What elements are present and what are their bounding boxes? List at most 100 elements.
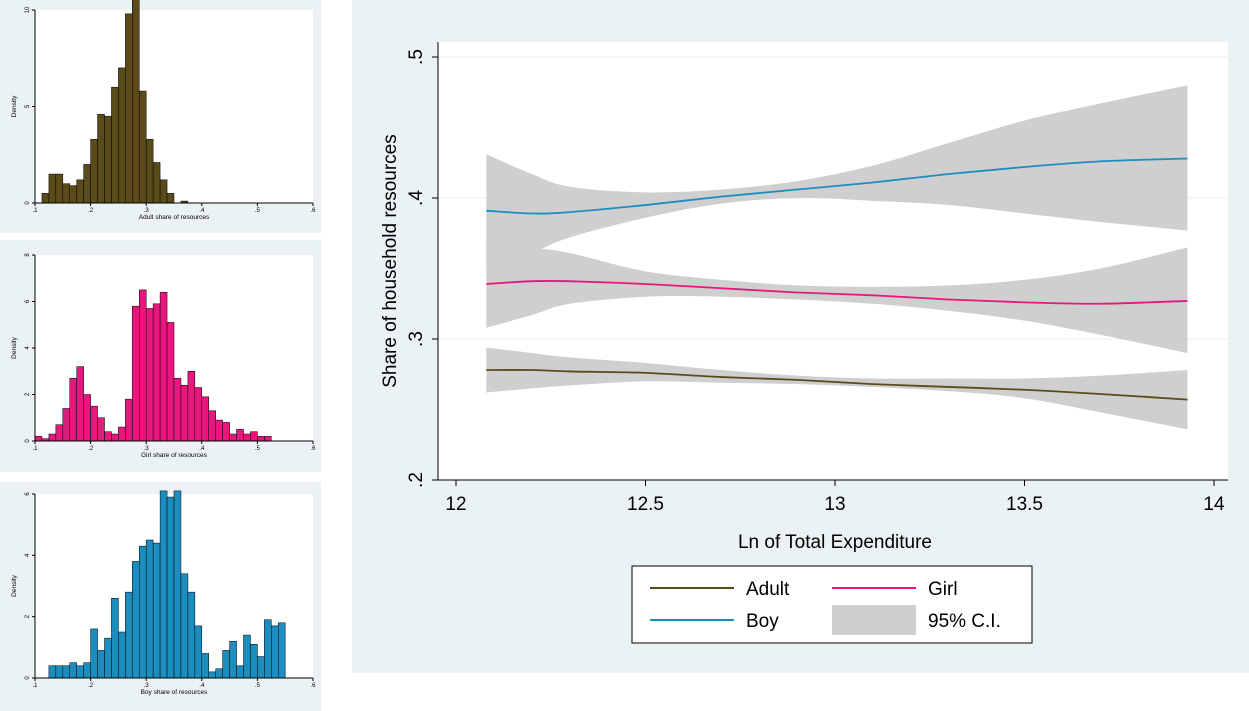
adult-x-tick-label: .3 (144, 208, 150, 214)
adult-bar (125, 13, 133, 204)
boy-bar (145, 539, 154, 679)
boy-bar (271, 625, 279, 679)
boy-bar (201, 653, 210, 679)
boy-bar (173, 490, 182, 679)
girl-bar (69, 377, 77, 442)
girl-y-tick-label: 4 (25, 346, 31, 350)
boy-y-tick-label: 4 (25, 553, 31, 557)
boy-histogram: .1 .2 .3 .4 .5 .6 0 2 4 6 Boy share of resources De… (0, 482, 321, 711)
y-tick-label: .4 (406, 190, 427, 206)
series-line-boy (486, 157, 1188, 215)
girl-x-tick-label: .5 (255, 446, 261, 452)
girl-x-axis-label: Girl share of resources (141, 452, 207, 459)
boy-bar (236, 665, 244, 679)
boy-bar (159, 490, 168, 679)
girl-y-axis-label: Density (11, 336, 18, 358)
girl-bar (104, 431, 112, 442)
girl-bar (173, 377, 182, 442)
girl-bar (55, 424, 64, 442)
ci-band-girl (486, 240, 1188, 354)
adult-bar (145, 139, 154, 204)
boy-bar (97, 650, 105, 679)
girl-bar (180, 384, 189, 442)
boy-x-tick-label: .6 (310, 683, 316, 689)
legend-label: Girl (928, 579, 958, 600)
adult-x-tick-label: .5 (255, 208, 261, 214)
y-tick-label: .3 (406, 331, 427, 347)
girl-x-tick-label: .3 (144, 446, 150, 452)
legend-label: Boy (746, 611, 779, 632)
boy-y-axis-label: Density (11, 574, 18, 596)
x-tick-label: 13.5 (1006, 494, 1043, 515)
boy-bar (111, 598, 119, 679)
girl-bar (48, 433, 57, 442)
girl-bar (208, 410, 216, 442)
legend-label: Adult (746, 579, 790, 600)
adult-bar (62, 183, 70, 204)
boy-bar (69, 662, 77, 679)
boy-bar (222, 650, 230, 679)
adult-x-tick-label: .2 (88, 208, 94, 214)
boy-bar (194, 625, 203, 679)
girl-x-tick-label: .2 (88, 446, 94, 452)
boy-bar (55, 665, 64, 679)
boy-bar (139, 545, 147, 679)
boy-bar (76, 665, 84, 679)
girl-bar (111, 433, 119, 442)
adult-x-tick-label: .1 (32, 208, 38, 214)
girl-bar (159, 291, 168, 442)
x-tick-label: 12 (445, 494, 466, 515)
boy-bar (132, 561, 140, 679)
adult-histogram: .1 .2 .3 .4 .5 .6 0 5 10 Adult share of resources… (0, 0, 321, 233)
adult-bar (139, 90, 147, 204)
girl-bar (250, 431, 258, 442)
adult-y-tick-label: 5 (25, 104, 31, 108)
girl-histogram: .1 .2 .3 .4 .5 .6 0 2 4 6 8 Girl share of resources… (0, 240, 321, 472)
boy-x-tick-label: .4 (199, 683, 205, 689)
adult-bar (97, 113, 105, 204)
adult-bar (152, 162, 161, 204)
adult-x-tick-label: .6 (310, 208, 316, 214)
boy-bar (257, 656, 265, 679)
resource-share-line-chart: 12 12.5 13 13.5 14 .2 .3 .4 .5 Ln of Total Expend… (352, 0, 1249, 673)
series-line-adult (486, 369, 1188, 401)
girl-bar (257, 436, 265, 442)
boy-x-tick-label: .2 (88, 683, 94, 689)
girl-bar (76, 366, 84, 442)
boy-y-tick-label: 2 (25, 614, 31, 618)
girl-bar (118, 426, 126, 442)
y-axis-label: Share of household resources (380, 134, 401, 388)
adult-x-axis-label: Adult share of resources (139, 214, 210, 221)
girl-x-tick-label: .6 (310, 446, 316, 452)
x-tick-label: 14 (1203, 494, 1225, 515)
boy-bar (166, 496, 175, 679)
girl-bar (215, 419, 223, 442)
boy-bar (229, 640, 237, 679)
girl-bar (201, 396, 210, 442)
y-tick-label: .5 (406, 49, 427, 65)
boy-x-tick-label: .5 (255, 683, 261, 689)
boy-y-tick-label: 6 (25, 492, 31, 496)
legend-key (832, 605, 916, 635)
adult-bar (69, 185, 77, 204)
adult-bar (132, 0, 140, 204)
girl-y-tick-label: 0 (25, 439, 31, 443)
boy-bar (152, 542, 161, 679)
adult-y-tick-label: 10 (25, 6, 31, 13)
boy-y-tick-label: 0 (25, 676, 31, 680)
adult-bar (118, 67, 126, 204)
boy-bar (62, 665, 70, 679)
adult-histogram-svg: .1 .2 .3 .4 .5 .6 0 5 10 Adult share of resources… (11, 0, 316, 221)
boy-bar (104, 637, 112, 679)
girl-bar (90, 405, 98, 442)
series-line-girl (486, 279, 1188, 305)
boy-bar (215, 668, 223, 679)
girl-bar (97, 417, 105, 442)
girl-bar (222, 422, 230, 442)
x-axis-label: Ln of Total Expenditure (738, 532, 932, 553)
boy-x-tick-label: .1 (32, 683, 38, 689)
boy-bar (264, 619, 272, 679)
girl-bar (62, 408, 70, 442)
girl-bar (243, 433, 251, 442)
girl-bar (236, 429, 244, 442)
